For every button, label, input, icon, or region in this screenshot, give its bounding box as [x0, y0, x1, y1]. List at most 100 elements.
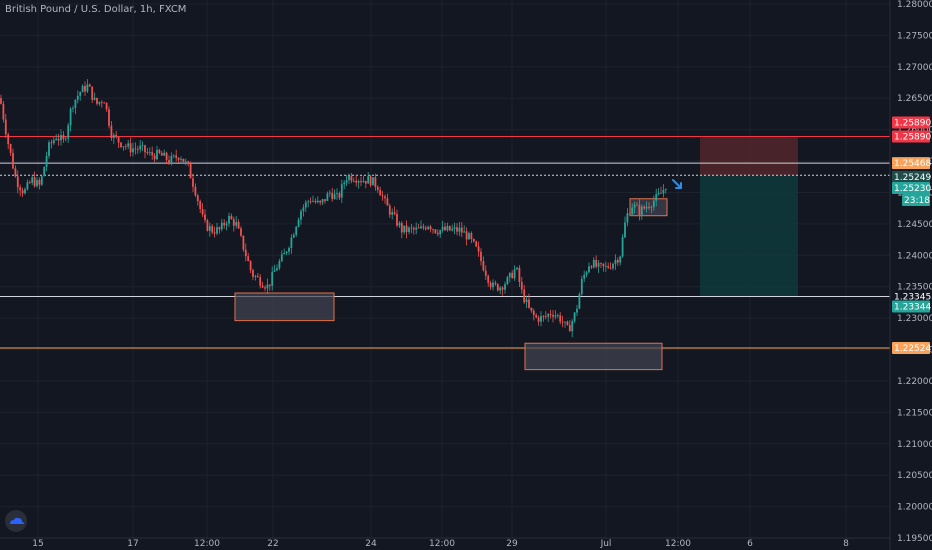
candle-body [24, 189, 26, 194]
candle-body [372, 177, 374, 186]
candle-body [316, 200, 319, 203]
candle-body [266, 284, 269, 289]
candle-body [122, 146, 125, 148]
candle-body [88, 84, 91, 87]
candle-body [424, 227, 427, 230]
candle-body [571, 321, 574, 332]
candle-body [403, 225, 406, 233]
candle-body [566, 321, 569, 325]
candle-body [511, 272, 514, 279]
candle-body [369, 176, 372, 186]
candle-body [640, 206, 643, 215]
candle-body [580, 278, 583, 295]
candle-body [362, 180, 365, 183]
price-tick-label: 1.23000 [897, 314, 932, 324]
candle-body [194, 186, 197, 196]
candle-body [619, 256, 622, 263]
candle-body [355, 180, 358, 183]
candle-body [381, 195, 384, 197]
candle-body [388, 205, 391, 215]
time-tick-label: 29 [506, 539, 518, 549]
candle-body [271, 271, 274, 286]
candle-body [117, 137, 120, 143]
candle-body [184, 161, 187, 163]
candle-body [384, 196, 386, 199]
tag-target: 1.23344 [894, 303, 931, 313]
candle-body [278, 261, 281, 269]
time-tick-label: Jul [600, 539, 612, 549]
tag-stop-red-bg [892, 116, 930, 129]
candle-body [535, 315, 538, 318]
candle-body [456, 227, 458, 232]
candle-body [31, 177, 34, 183]
candle-body [458, 227, 461, 232]
candle-body [636, 204, 638, 206]
candle-body [91, 86, 94, 100]
candle-body [513, 269, 516, 279]
candle-body [163, 152, 166, 156]
candle-body [225, 223, 228, 226]
candle-body [199, 201, 202, 210]
candle-body [48, 142, 50, 156]
candle-body [156, 149, 158, 160]
candle-body [9, 144, 12, 153]
candle-body [220, 222, 223, 230]
candle-body [544, 316, 547, 317]
candle-body [444, 226, 446, 231]
candle-body [468, 233, 470, 240]
candle-body [79, 92, 82, 96]
candle-body [657, 192, 660, 195]
candle-body [496, 284, 499, 291]
candle-body [45, 155, 48, 167]
price-tick-label: 1.21000 [897, 440, 932, 450]
price-tick-label: 1.20000 [897, 503, 932, 513]
candle-body [648, 206, 650, 208]
candle-body [168, 160, 170, 164]
candle-body [489, 282, 492, 288]
candle-body [129, 143, 132, 153]
candle-body [160, 152, 163, 156]
candle-body [252, 270, 254, 277]
candle-body [98, 101, 101, 104]
candle-body [230, 215, 233, 220]
chart-title: British Pound / U.S. Dollar, 1h, FXCM [5, 4, 187, 15]
candle-body [504, 284, 506, 290]
candle-body [350, 175, 353, 181]
candle-body [28, 182, 31, 184]
candle-body [19, 187, 22, 191]
tradingview-cloud-icon[interactable] [5, 510, 27, 532]
candle-body [338, 193, 341, 198]
candle-body [280, 254, 283, 262]
price-tick-label: 1.22000 [897, 377, 932, 387]
time-tick-label: 22 [267, 539, 278, 549]
tag-lower-bg [892, 342, 930, 355]
demand-zone-1 [234, 292, 335, 322]
candle-body [643, 206, 646, 209]
candle-body [62, 135, 65, 140]
candle-body [300, 210, 302, 220]
candle-body [201, 209, 204, 215]
candle-body [321, 199, 324, 203]
candle-body [57, 138, 60, 141]
candle-body [420, 226, 422, 229]
candle-body [470, 233, 473, 239]
candle-body [460, 227, 463, 233]
candle-body [427, 226, 430, 230]
tag-position-bg [892, 170, 930, 183]
down-right-arrow-icon [672, 179, 682, 189]
candle-body [307, 201, 310, 203]
candle-body [50, 142, 53, 144]
candle-body [302, 207, 305, 211]
time-tick-label: 12:00 [194, 539, 220, 549]
candle-body [40, 176, 43, 185]
candle-body [328, 192, 331, 194]
candle-body [76, 95, 79, 100]
candle-body [204, 214, 206, 221]
tag-current: 1.25230 [894, 184, 931, 194]
candle-body [336, 193, 338, 195]
candle-body [508, 272, 511, 278]
candle-body [585, 272, 588, 275]
candle-body [602, 263, 605, 267]
price-tick-label: 1.20500 [897, 471, 932, 481]
